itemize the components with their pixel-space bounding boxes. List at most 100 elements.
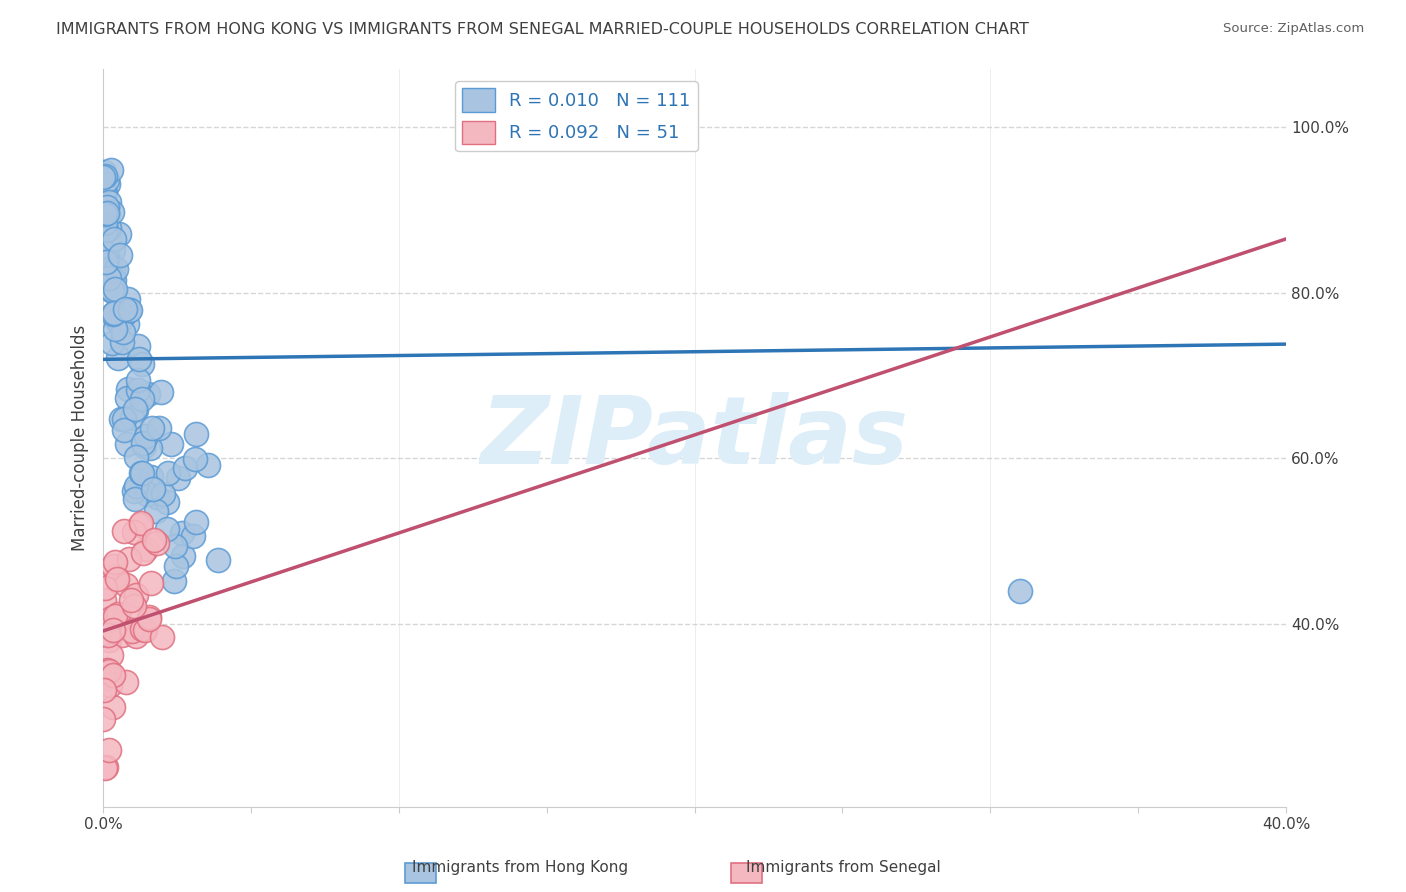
Point	[112, 524, 135, 538]
Point	[98, 632, 121, 647]
Point	[129, 466, 152, 480]
Point	[181, 529, 204, 543]
Point	[104, 307, 127, 321]
Point	[121, 624, 143, 638]
Point	[117, 436, 139, 450]
Point	[111, 325, 134, 339]
Point	[136, 387, 159, 401]
Point	[148, 420, 170, 434]
Point	[139, 442, 162, 456]
Point	[94, 760, 117, 774]
Point	[157, 466, 180, 480]
Point	[101, 271, 124, 285]
Point	[207, 553, 229, 567]
Point	[122, 484, 145, 499]
Point	[97, 232, 120, 246]
Point	[96, 205, 118, 219]
Point	[131, 357, 153, 371]
Point	[91, 667, 114, 681]
Point	[97, 742, 120, 756]
Point	[104, 322, 127, 336]
Point	[124, 525, 146, 540]
Point	[131, 622, 153, 636]
Point	[94, 761, 117, 775]
Point	[96, 255, 118, 269]
Point	[132, 439, 155, 453]
Point	[101, 244, 124, 258]
Text: Immigrants from Senegal: Immigrants from Senegal	[747, 861, 941, 875]
Point	[104, 555, 127, 569]
Point	[128, 518, 150, 533]
Legend: R = 0.010   N = 111, R = 0.092   N = 51: R = 0.010 N = 111, R = 0.092 N = 51	[456, 81, 697, 151]
Point	[141, 421, 163, 435]
Point	[125, 479, 148, 493]
Point	[131, 467, 153, 481]
Point	[101, 262, 124, 277]
Point	[103, 232, 125, 246]
Point	[142, 533, 165, 548]
Point	[117, 303, 139, 318]
Point	[118, 551, 141, 566]
Point	[135, 542, 157, 557]
Text: Immigrants from Hong Kong: Immigrants from Hong Kong	[412, 861, 628, 875]
Point	[163, 539, 186, 553]
Point	[104, 313, 127, 327]
Point	[145, 490, 167, 504]
Point	[184, 515, 207, 529]
Point	[100, 162, 122, 177]
Point	[97, 262, 120, 277]
Text: IMMIGRANTS FROM HONG KONG VS IMMIGRANTS FROM SENEGAL MARRIED-COUPLE HOUSEHOLDS C: IMMIGRANTS FROM HONG KONG VS IMMIGRANTS …	[56, 22, 1029, 37]
Point	[134, 623, 156, 637]
Point	[105, 262, 128, 277]
Point	[156, 522, 179, 536]
Point	[120, 592, 142, 607]
Point	[101, 307, 124, 321]
Point	[127, 372, 149, 386]
Point	[122, 599, 145, 613]
Point	[93, 164, 115, 178]
Text: Source: ZipAtlas.com: Source: ZipAtlas.com	[1223, 22, 1364, 36]
Point	[1008, 584, 1031, 599]
Point	[124, 589, 146, 603]
Point	[104, 282, 127, 296]
Point	[125, 450, 148, 465]
Point	[98, 272, 121, 286]
Point	[160, 437, 183, 451]
Point	[135, 429, 157, 443]
Point	[118, 302, 141, 317]
Point	[98, 221, 121, 235]
Point	[97, 664, 120, 678]
Point	[96, 671, 118, 685]
Point	[91, 170, 114, 185]
Point	[117, 292, 139, 306]
Point	[97, 207, 120, 221]
Point	[124, 492, 146, 507]
Point	[107, 607, 129, 621]
Point	[93, 185, 115, 199]
Point	[156, 494, 179, 508]
Text: ZIPatlas: ZIPatlas	[481, 392, 908, 483]
Point	[128, 352, 150, 367]
Point	[96, 200, 118, 214]
Point	[162, 574, 184, 589]
Point	[110, 411, 132, 425]
Point	[127, 339, 149, 353]
Point	[150, 385, 173, 400]
Point	[94, 223, 117, 237]
Point	[125, 629, 148, 643]
Point	[139, 576, 162, 591]
Point	[129, 516, 152, 530]
Point	[172, 549, 194, 564]
Point	[115, 391, 138, 405]
Point	[94, 217, 117, 231]
Point	[93, 268, 115, 282]
Point	[97, 628, 120, 642]
Point	[101, 558, 124, 573]
Point	[114, 578, 136, 592]
Point	[107, 315, 129, 329]
Point	[93, 280, 115, 294]
Point	[98, 271, 121, 285]
Point	[103, 273, 125, 287]
Point	[125, 403, 148, 417]
Point	[120, 302, 142, 317]
